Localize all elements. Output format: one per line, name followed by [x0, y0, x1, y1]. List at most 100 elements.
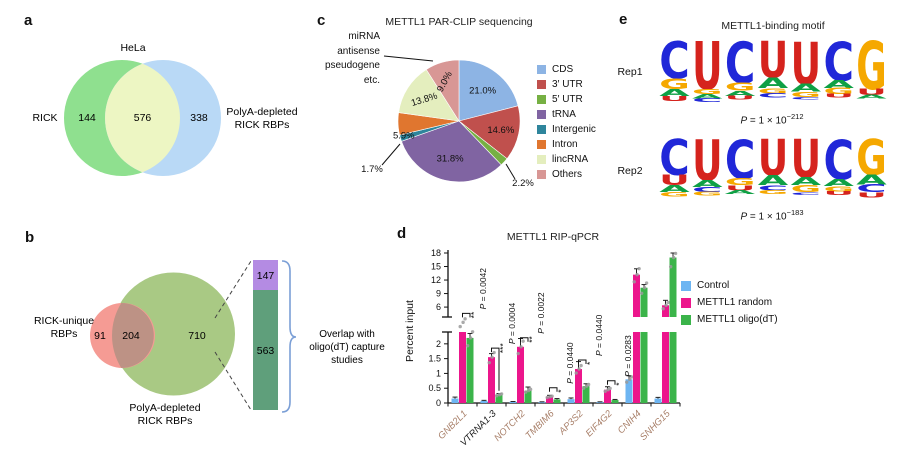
logo-letter-C: C	[824, 31, 855, 93]
pie-label-leader-line	[505, 163, 516, 180]
logo-letter-G: G	[692, 88, 723, 96]
pie-callout-leader-line	[383, 55, 434, 62]
data-point-dot	[519, 345, 523, 349]
pie-title: METTL1 PAR-CLIP sequencing	[385, 16, 533, 28]
logo-letter-G: G	[824, 88, 855, 97]
pie-legend-item: lincRNA	[537, 152, 596, 167]
logo-letter-G: G	[824, 185, 855, 193]
legend-swatch	[537, 125, 546, 134]
data-point-dot	[632, 280, 636, 284]
data-point-dot	[487, 360, 491, 365]
qpcr-legend-item: Control	[681, 277, 778, 294]
significance-bracket	[549, 387, 558, 392]
venn-a-right-set-label: RICK RBPs	[235, 119, 290, 131]
logo-letter-A: A	[824, 78, 858, 91]
bar-AP3S2-Control	[567, 399, 575, 403]
data-point-dot	[461, 320, 465, 325]
bar-upper-CNIH4-METTL1 oligo(dT)	[640, 287, 648, 317]
logo-letter-G: G	[856, 131, 887, 187]
data-point-dot	[582, 386, 586, 390]
legend-label: CDS	[552, 64, 574, 75]
significance-bracket	[578, 359, 587, 364]
stacked-bar-top-value: 147	[257, 270, 275, 282]
data-point-dot	[673, 251, 678, 256]
significance-p-value: P = 0.0004	[507, 303, 517, 345]
bar-upper-CNIH4-METTL1 random	[633, 274, 640, 317]
venn-a-left-count: 144	[78, 112, 96, 124]
data-point-dot	[458, 324, 462, 329]
logo-letter-A: A	[725, 190, 762, 196]
logo-letter-A: A	[692, 179, 723, 190]
pie-label-leader-line	[381, 143, 401, 166]
pie-legend-item: tRNA	[537, 107, 596, 122]
venn-a-overlap-count: 576	[134, 112, 152, 124]
data-point-dot	[666, 300, 670, 305]
logo-letter-U: U	[758, 31, 789, 90]
pie-callout-line: pseudogene	[324, 60, 380, 72]
bar-CNIH4-METTL1 random	[633, 332, 640, 403]
legend-swatch	[681, 314, 691, 325]
logo-letter-G: G	[692, 192, 723, 198]
bar-SNHG15-Control	[654, 398, 662, 403]
bar-GNB2L1-Control	[451, 398, 459, 403]
bar-NOTCH2-Control	[509, 401, 517, 403]
y-tick-label: 18	[431, 248, 441, 258]
venn-b-left-count: 91	[94, 330, 106, 342]
legend-swatch	[537, 110, 546, 119]
bar-CNIH4-METTL1 oligo(dT)	[640, 332, 648, 403]
logo-letter-C: C	[659, 31, 690, 91]
bar-upper-SNHG15-METTL1 oligo(dT)	[669, 257, 677, 317]
data-point-dot	[545, 395, 549, 400]
logo-letter-C: C	[824, 128, 855, 192]
data-point-dot	[466, 344, 470, 348]
logo-letter-U: U	[824, 191, 855, 197]
legend-label: lincRNA	[552, 154, 589, 165]
data-point-dot	[586, 382, 591, 387]
legend-swatch	[537, 155, 546, 164]
data-point-dot	[495, 394, 499, 398]
logo-letter-A: A	[791, 81, 825, 94]
logo-letter-U: U	[725, 184, 756, 192]
venn-b-main-count: 710	[188, 330, 206, 342]
logo-letter-G: G	[791, 90, 822, 98]
data-point-dot	[642, 286, 647, 290]
significance-bracket	[520, 337, 529, 342]
data-point-dot	[524, 390, 528, 394]
logo-letter-U: U	[692, 129, 723, 194]
legend-label: Control	[697, 280, 730, 291]
logo-letter-G: G	[659, 191, 690, 198]
bar-NOTCH2-METTL1 oligo(dT)	[524, 390, 532, 403]
data-point-dot	[468, 336, 473, 340]
pie-slice-percent: 14.6%	[487, 125, 514, 136]
panel-b-label: b	[25, 229, 35, 246]
logo-letter-A: A	[692, 93, 723, 100]
venn-a-chart: HeLa RICK 144 576 338 PolyA-depleted RIC…	[32, 42, 298, 176]
bar-VTRNA1-3-METTL1 random	[488, 357, 495, 403]
legend-label: 5′ UTR	[552, 94, 583, 105]
data-point-dot	[661, 307, 665, 311]
logo-letter-C: C	[725, 129, 756, 191]
legend-label: Others	[552, 169, 583, 180]
logo-letter-U: U	[824, 94, 855, 100]
venn-a-right-set-label: PolyA-depleted	[226, 106, 297, 118]
logo-letter-G: G	[725, 81, 756, 94]
data-point-dot	[470, 330, 475, 334]
stacked-bar-top-segment	[253, 260, 278, 290]
data-point-dot	[528, 387, 533, 392]
significance-bracket	[607, 380, 616, 385]
significance-stars: *	[614, 382, 624, 386]
significance-p-value: P = 0.0022	[536, 292, 546, 334]
y-tick-label: 12	[431, 275, 441, 285]
logo-letter-C: C	[856, 182, 887, 195]
significance-stars: *	[585, 361, 595, 365]
bar-EIF4G2-METTL1 random	[604, 389, 611, 403]
logo-letter-C: C	[692, 186, 724, 194]
logo-letter-U: U	[659, 171, 690, 189]
logo-letter-U: U	[725, 96, 756, 102]
logo-letter-U: U	[856, 191, 887, 199]
data-point-dot	[664, 303, 668, 307]
qpcr-legend-item: METTL1 oligo(dT)	[681, 311, 778, 328]
qpcr-title: METTL1 RIP-qPCR	[506, 231, 600, 243]
logo-letter-A: A	[725, 89, 756, 97]
brace-label: Overlap with	[319, 329, 375, 340]
